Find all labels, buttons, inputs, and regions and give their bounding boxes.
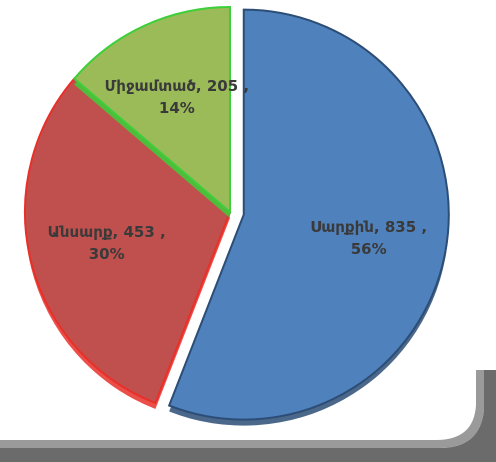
pie: [24, 5, 450, 426]
slice: [24, 77, 232, 405]
data-label: Անսարք, 453 , 30%: [47, 222, 166, 263]
data-label: Սարքին, 835 , 56%: [310, 218, 428, 259]
frame: [0, 370, 496, 462]
slice: [72, 5, 231, 215]
frame-highlight: [0, 370, 484, 448]
data-label: Միջամտած, 205 , 14%: [104, 76, 250, 117]
slice: [167, 8, 450, 421]
